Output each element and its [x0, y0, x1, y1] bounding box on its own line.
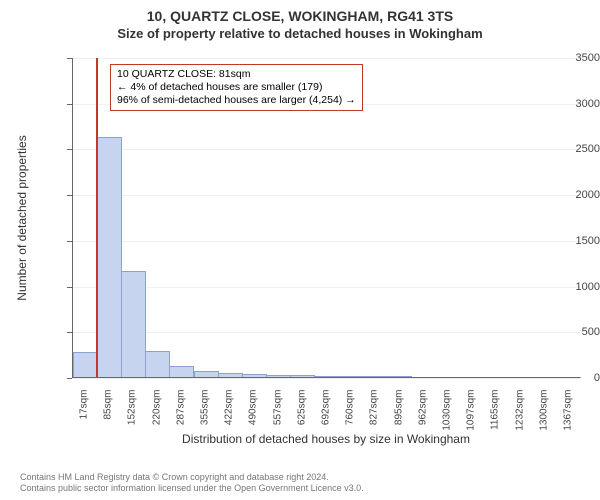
gridline: [72, 332, 580, 333]
ytick-mark: [67, 378, 72, 379]
footer: Contains HM Land Registry data © Crown c…: [20, 472, 364, 495]
xtick-label: 760sqm: [345, 390, 356, 426]
ytick-label: 2500: [536, 143, 600, 155]
xtick-label: 490sqm: [248, 390, 259, 426]
xtick-label: 827sqm: [369, 390, 380, 426]
xtick-label: 355sqm: [200, 390, 211, 426]
xtick-label: 895sqm: [393, 390, 404, 426]
property-marker-line: [96, 58, 98, 378]
xtick-label: 1097sqm: [466, 390, 477, 431]
xtick-label: 287sqm: [175, 390, 186, 426]
ytick-mark: [67, 332, 72, 333]
callout-line: 96% of semi-detached houses are larger (…: [117, 94, 356, 107]
footer-line: Contains HM Land Registry data © Crown c…: [20, 472, 364, 483]
gridline: [72, 241, 580, 242]
xtick-label: 1300sqm: [538, 390, 549, 431]
ytick-label: 500: [536, 326, 600, 338]
ytick-mark: [67, 195, 72, 196]
callout-box: 10 QUARTZ CLOSE: 81sqm← 4% of detached h…: [110, 64, 363, 111]
ytick-label: 0: [536, 372, 600, 384]
histogram-bar: [97, 137, 122, 378]
chart-title-1: 10, QUARTZ CLOSE, WOKINGHAM, RG41 3TS: [0, 0, 600, 24]
xtick-label: 625sqm: [296, 390, 307, 426]
gridline: [72, 195, 580, 196]
ytick-label: 2000: [536, 189, 600, 201]
ytick-mark: [67, 241, 72, 242]
callout-line: 10 QUARTZ CLOSE: 81sqm: [117, 68, 356, 81]
xtick-label: 1232sqm: [514, 390, 525, 431]
ytick-label: 1000: [536, 281, 600, 293]
ytick-mark: [67, 58, 72, 59]
ytick-label: 3000: [536, 98, 600, 110]
histogram-bar: [145, 351, 170, 378]
x-axis-label: Distribution of detached houses by size …: [182, 432, 470, 446]
xtick-label: 692sqm: [321, 390, 332, 426]
chart-container: 10, QUARTZ CLOSE, WOKINGHAM, RG41 3TS Si…: [0, 0, 600, 500]
ytick-label: 3500: [536, 52, 600, 64]
gridline: [72, 378, 580, 379]
gridline: [72, 287, 580, 288]
footer-line: Contains public sector information licen…: [20, 483, 364, 494]
gridline: [72, 58, 580, 59]
xtick-label: 1367sqm: [562, 390, 573, 431]
xtick-label: 85sqm: [103, 390, 114, 420]
ytick-mark: [67, 149, 72, 150]
xtick-label: 1165sqm: [490, 390, 501, 430]
ytick-mark: [67, 104, 72, 105]
xtick-label: 557sqm: [272, 390, 283, 426]
ytick-mark: [67, 287, 72, 288]
gridline: [72, 149, 580, 150]
x-axis-line: [72, 377, 580, 378]
xtick-label: 220sqm: [151, 390, 162, 426]
callout-line: ← 4% of detached houses are smaller (179…: [117, 81, 356, 94]
xtick-label: 152sqm: [127, 390, 138, 426]
xtick-label: 422sqm: [224, 390, 235, 426]
xtick-label: 962sqm: [417, 390, 428, 426]
chart-title-2: Size of property relative to detached ho…: [0, 26, 600, 41]
xtick-label: 17sqm: [79, 390, 90, 420]
histogram-bar: [121, 271, 146, 378]
ytick-label: 1500: [536, 235, 600, 247]
xtick-label: 1030sqm: [441, 390, 452, 431]
histogram-bar: [73, 352, 98, 378]
y-axis-label: Number of detached properties: [15, 135, 29, 300]
y-axis-line: [72, 58, 73, 378]
